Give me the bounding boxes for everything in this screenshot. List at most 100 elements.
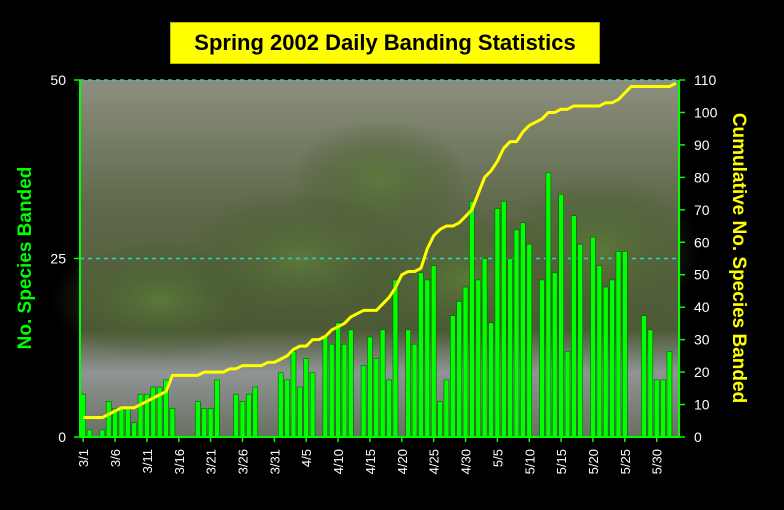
x-tick-label: 5/15 — [554, 449, 569, 474]
bar-4/26 — [437, 400, 443, 438]
bar-3/26 — [239, 400, 246, 438]
left-tick-label: 0 — [58, 429, 66, 445]
y2-axis-title: Cumulative No. Species Banded — [728, 113, 749, 403]
x-tick-label: 4/25 — [427, 449, 442, 474]
right-tick-label: 30 — [694, 332, 710, 348]
x-tick-label: 3/1 — [76, 449, 91, 467]
bar-4/16 — [373, 358, 380, 438]
x-tick-label: 5/25 — [618, 449, 633, 474]
bar-4/25 — [430, 265, 437, 438]
bar-3/7 — [118, 408, 125, 438]
bar-4/3 — [290, 351, 297, 438]
bar-4/22 — [411, 343, 418, 438]
x-tick-label: 4/10 — [331, 449, 346, 474]
right-tick-label: 10 — [694, 397, 710, 413]
bar-5/12 — [539, 279, 545, 438]
bar-3/25 — [233, 393, 239, 438]
right-tick-label: 100 — [694, 104, 718, 120]
bar-5/22 — [602, 286, 609, 438]
bar-3/9 — [131, 422, 137, 438]
x-tick-label: 3/11 — [140, 449, 155, 473]
x-tick-label: 3/6 — [108, 449, 123, 467]
bar-5/30 — [653, 379, 660, 438]
x-tick-label: 4/20 — [395, 449, 410, 474]
bar-4/15 — [367, 336, 373, 438]
bar-3/21 — [207, 408, 214, 438]
x-tick-label: 5/10 — [522, 449, 537, 474]
x-tick-label: 5/30 — [650, 449, 665, 474]
x-tick-label: 4/30 — [459, 449, 474, 474]
bar-3/27 — [246, 393, 252, 438]
bar-4/12 — [348, 329, 354, 438]
bar-5/6 — [500, 201, 507, 438]
bar-3/10 — [137, 393, 144, 438]
x-tick-label: 3/21 — [204, 449, 219, 474]
bar-3/12 — [150, 386, 157, 438]
bar-3/1 — [80, 393, 86, 438]
bar-6/1 — [666, 351, 673, 438]
right-tick-label: 50 — [694, 267, 710, 283]
bar-4/6 — [309, 372, 316, 438]
bar-4/11 — [341, 343, 348, 438]
bar-4/10 — [335, 322, 341, 438]
bar-5/24 — [615, 251, 622, 438]
x-tick-label: 3/26 — [235, 449, 250, 474]
bar-5/13 — [545, 172, 552, 438]
bar-4/14 — [360, 365, 367, 438]
right-tick-label: 110 — [694, 72, 717, 88]
x-tick-label: 5/5 — [490, 449, 505, 467]
bar-4/4 — [297, 386, 303, 438]
bar-4/19 — [392, 279, 399, 438]
bar-3/4 — [99, 429, 106, 438]
right-tick-label: 80 — [694, 169, 710, 185]
right-tick-label: 90 — [694, 137, 710, 153]
bar-5/9 — [520, 222, 526, 438]
bar-5/5 — [494, 208, 501, 438]
bar-4/23 — [418, 272, 424, 438]
bar-4/29 — [456, 301, 462, 438]
bar-4/21 — [405, 329, 411, 438]
right-tick-label: 60 — [694, 234, 710, 250]
bar-5/17 — [571, 215, 577, 438]
bar-3/2 — [86, 429, 93, 438]
bar-3/19 — [195, 400, 201, 438]
bar-5/3 — [481, 258, 488, 438]
cumulative-line — [83, 81, 677, 420]
x-tick-label: 4/5 — [299, 449, 314, 467]
bar-3/5 — [105, 400, 112, 438]
bar-5/29 — [647, 329, 654, 438]
bar-4/30 — [462, 286, 469, 438]
bar-4/5 — [303, 358, 310, 438]
bar-4/18 — [386, 379, 392, 438]
right-tick-label: 0 — [694, 429, 702, 445]
bar-5/8 — [513, 229, 520, 438]
right-tick-label: 70 — [694, 202, 710, 218]
bar-5/4 — [488, 322, 494, 438]
bar-5/18 — [577, 243, 584, 438]
bar-5/16 — [564, 351, 571, 438]
right-tick-label: 40 — [694, 299, 710, 315]
bar-3/15 — [169, 408, 176, 438]
bar-5/21 — [596, 265, 603, 438]
bar-4/27 — [443, 379, 450, 438]
y-axis-title: No. Species Banded — [15, 167, 36, 350]
bar-3/8 — [125, 408, 131, 438]
bar-4/8 — [322, 336, 329, 438]
bar-5/2 — [475, 279, 482, 438]
bar-5/10 — [526, 243, 533, 438]
bar-5/28 — [641, 315, 647, 438]
bar-4/28 — [449, 315, 456, 438]
bar-5/14 — [551, 272, 558, 438]
bar-4/2 — [284, 379, 290, 438]
x-tick-label: 4/15 — [363, 449, 378, 474]
left-tick-label: 50 — [50, 72, 66, 88]
left-tick-label: 25 — [50, 251, 66, 267]
bar-5/7 — [507, 258, 513, 438]
bar-4/1 — [277, 372, 284, 438]
bar-5/1 — [469, 201, 475, 438]
bar-4/24 — [424, 279, 431, 438]
bar-3/22 — [214, 379, 220, 438]
right-tick-label: 20 — [694, 364, 710, 380]
x-tick-label: 5/20 — [586, 449, 601, 474]
